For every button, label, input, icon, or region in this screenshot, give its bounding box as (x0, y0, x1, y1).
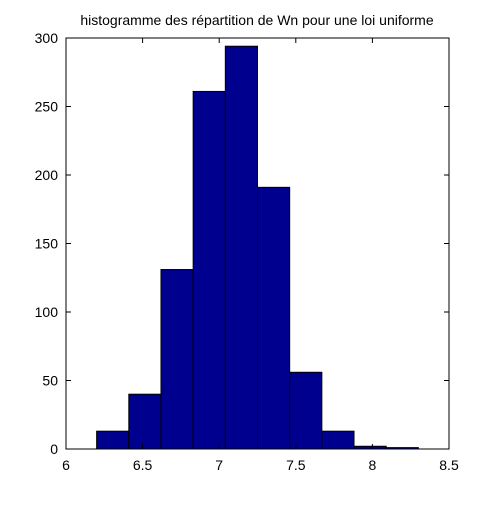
y-tick-label-1: 0 (50, 441, 58, 457)
x-tick-label-4: 7.5 (286, 457, 306, 473)
y-tick-label-3: 100 (35, 304, 59, 320)
histogram-bar-3 (160, 269, 194, 450)
x-tick-label-5: 8 (369, 457, 377, 473)
y-tick-label-2: 50 (42, 373, 58, 389)
y-tick-label-4: 150 (35, 236, 59, 252)
histogram-bar-2 (128, 393, 162, 450)
x-axis-ticks: 6 6.5 7 7.5 8 8.5 (62, 38, 459, 473)
histogram-bar-4 (192, 90, 226, 450)
histogram-bars (96, 45, 419, 450)
x-tick-label-6: 8.5 (439, 457, 459, 473)
histogram-bar-7 (289, 371, 323, 450)
y-tick-label-5: 200 (35, 167, 59, 183)
y-axis-ticks: 0 50 100 150 200 250 300 (35, 30, 449, 457)
histogram-bar-8 (321, 430, 355, 450)
x-tick-label-1: 6 (62, 457, 70, 473)
histogram-bar-5 (224, 45, 259, 450)
histogram-bar-6 (257, 186, 291, 450)
y-tick-label-7: 300 (35, 30, 59, 46)
y-tick-label-6: 250 (35, 99, 59, 115)
chart-title: histogramme des répartition de Wn pour u… (80, 12, 434, 28)
histogram-bar-1 (96, 430, 130, 450)
x-tick-label-2: 6.5 (133, 457, 153, 473)
x-tick-label-3: 7 (215, 457, 223, 473)
